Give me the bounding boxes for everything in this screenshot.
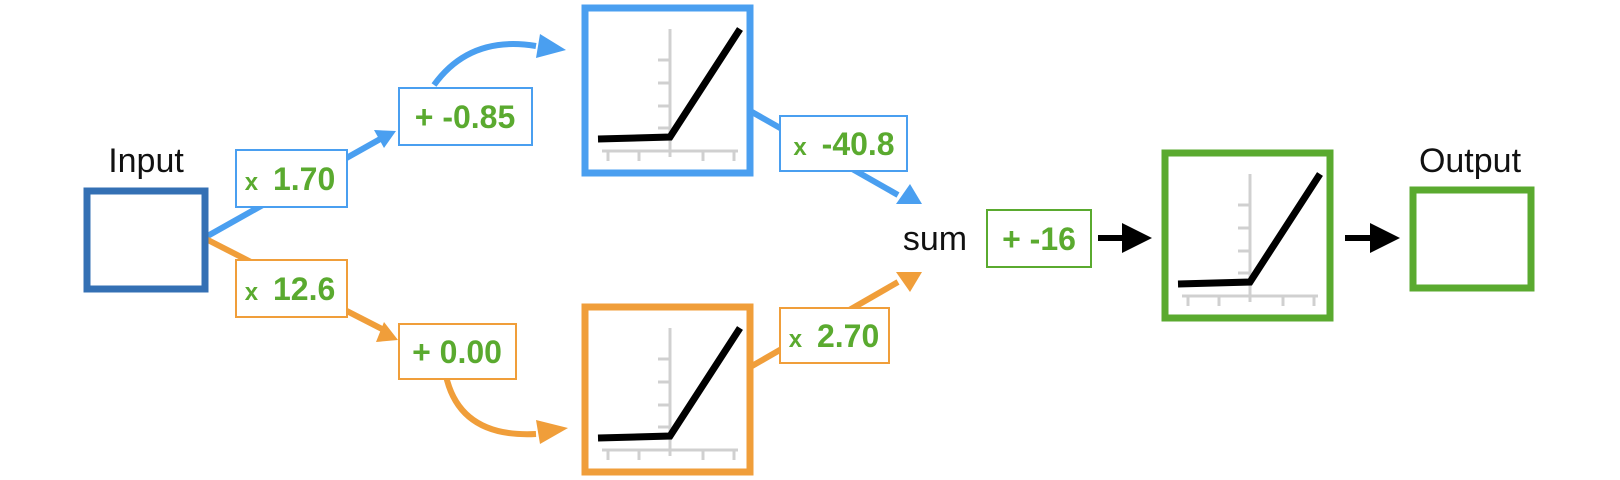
output-label: Output — [1419, 142, 1522, 180]
top-weight-out-value: -40.8 — [822, 126, 895, 162]
arrow-icon — [376, 322, 398, 342]
final-bias-value: + -16 — [1002, 221, 1076, 257]
input-label: Input — [108, 142, 184, 180]
arrow-icon — [536, 34, 566, 58]
sum-label: sum — [903, 220, 967, 258]
arrow-icon — [896, 272, 922, 292]
arrow-icon — [374, 130, 396, 148]
top-relu-node — [581, 4, 754, 177]
connector-top-bias-to-relu — [431, 41, 537, 87]
svg-text:x 2.70: x 2.70 — [789, 318, 880, 354]
top-bias-value: + -0.85 — [415, 99, 516, 135]
top-weight-in-value: 1.70 — [273, 161, 335, 197]
svg-text:x 1.70: x 1.70 — [245, 161, 336, 197]
final-bias: + -16 — [986, 209, 1092, 268]
svg-text:x 12.6: x 12.6 — [245, 271, 336, 307]
multiply-symbol: x — [789, 326, 803, 353]
top-path-arrowheads — [374, 34, 922, 204]
output-node — [1409, 186, 1535, 292]
multiply-symbol: x — [245, 169, 259, 196]
arrow-icon — [1370, 223, 1400, 253]
bottom-path-arrowheads — [376, 272, 922, 444]
bottom-bias: + 0.00 — [398, 323, 517, 380]
bottom-bias-value: + 0.00 — [412, 334, 502, 370]
connector-bottom-bias-to-relu — [443, 375, 537, 438]
top-weight-in: x 1.70 — [235, 149, 348, 208]
arrow-icon — [896, 184, 922, 204]
final-relu-node — [1161, 149, 1334, 322]
bottom-weight-out-value: 2.70 — [817, 318, 879, 354]
bottom-weight-in: x 12.6 — [235, 259, 348, 318]
arrow-icon — [536, 420, 568, 444]
multiply-symbol: x — [793, 134, 807, 161]
input-node — [83, 187, 209, 293]
multiply-symbol: x — [245, 279, 259, 306]
bottom-weight-in-value: 12.6 — [273, 271, 335, 307]
svg-text:x -40.8: x -40.8 — [793, 126, 894, 162]
final-arrows — [1098, 223, 1400, 253]
arrow-icon — [1122, 223, 1152, 253]
bottom-weight-out: x 2.70 — [779, 307, 890, 364]
bottom-relu-node — [581, 303, 754, 476]
top-bias: + -0.85 — [398, 87, 533, 146]
top-weight-out: x -40.8 — [779, 115, 908, 172]
